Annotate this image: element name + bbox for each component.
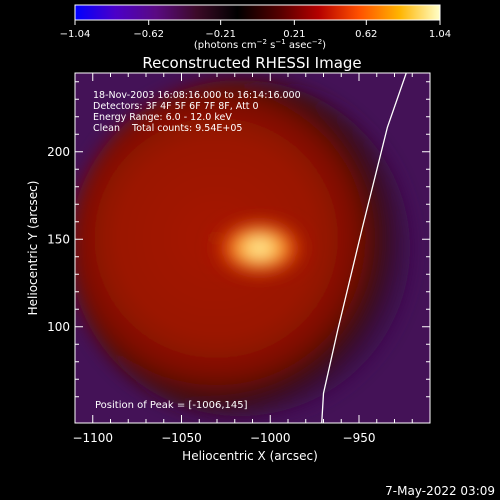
- colorbar-tick-label: −0.62: [133, 29, 164, 40]
- colorbar-unit-label: (photons cm−2 s−1 asec−2): [194, 38, 326, 51]
- x-tick-label: −1000: [250, 431, 291, 445]
- colorbar-ticks: −1.04 −0.62 −0.21 0.21 0.62 1.04: [60, 20, 451, 40]
- x-axis-label: Heliocentric X (arcsec): [182, 449, 318, 463]
- annotation-counts: Clean Total counts: 9.54E+05: [93, 123, 242, 134]
- annotation-energy: Energy Range: 6.0 - 12.0 keV: [93, 112, 232, 123]
- y-tick-label: 150: [47, 232, 70, 246]
- y-tick-label: 100: [47, 320, 70, 334]
- footer-timestamp: 7-May-2022 03:09: [385, 484, 495, 498]
- colorbar-tick-label: −1.04: [60, 29, 91, 40]
- colorbar: [74, 4, 441, 21]
- colorbar-tick-label: −0.21: [205, 29, 236, 40]
- axis-ticks: −1100 −1050 −1000 −950 100 150 200: [47, 73, 430, 445]
- solar-limb: [321, 73, 407, 423]
- image-area: [75, 73, 430, 423]
- annotation-detectors: Detectors: 3F 4F 5F 6F 7F 8F, Att 0: [93, 101, 259, 112]
- colorbar-tick-label: 1.04: [429, 29, 451, 40]
- colorbar-tick-label: 0.21: [283, 29, 305, 40]
- annotation-time: 18-Nov-2003 16:08:16.000 to 16:14:16.000: [93, 90, 301, 101]
- source-peak: [211, 218, 308, 278]
- x-tick-label: −1100: [72, 431, 113, 445]
- colorbar-tick-label: 0.62: [355, 29, 377, 40]
- y-tick-label: 200: [47, 145, 70, 159]
- chart-title: Reconstructed RHESSI Image: [142, 54, 361, 72]
- y-axis-label: Heliocentric Y (arcsec): [26, 181, 40, 316]
- x-tick-label: −1050: [161, 431, 202, 445]
- x-tick-label: −950: [343, 431, 376, 445]
- peak-position-label: Position of Peak = [-1006,145]: [95, 400, 248, 411]
